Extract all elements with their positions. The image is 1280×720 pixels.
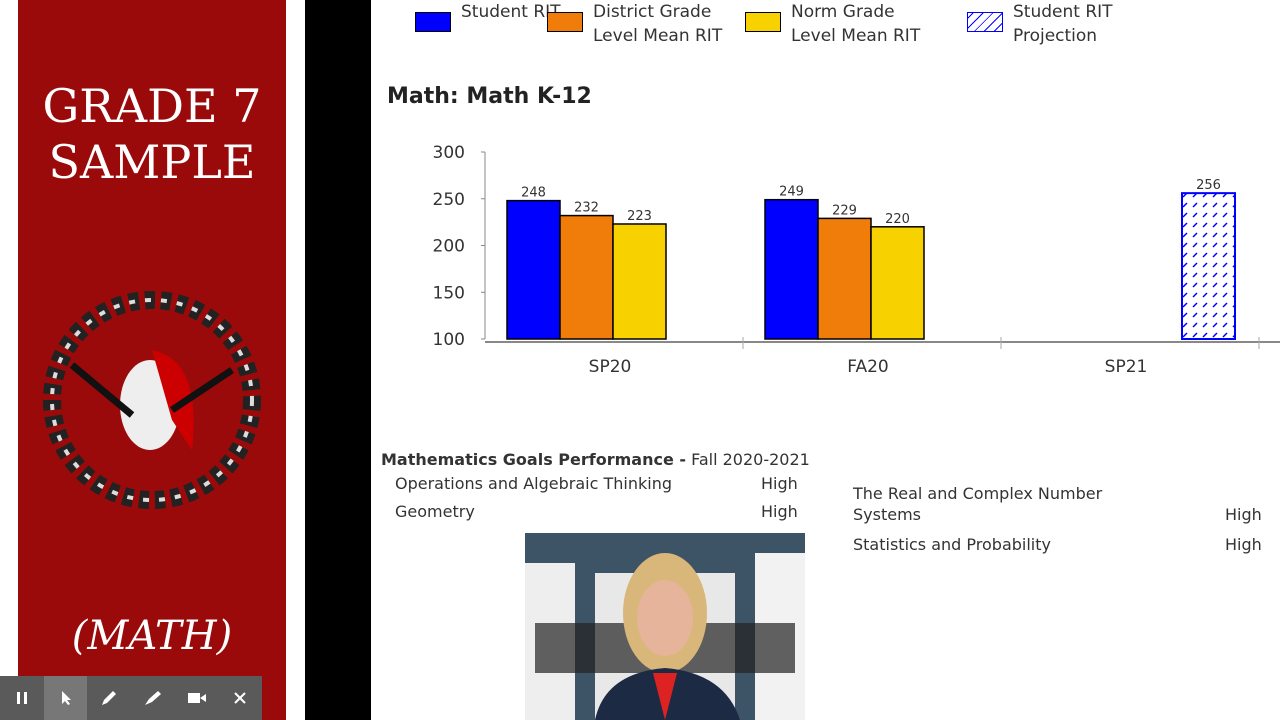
bar (506, 199, 561, 340)
pause-button[interactable] (0, 676, 44, 720)
goals-title-rest: Fall 2020-2021 (691, 450, 810, 469)
y-tick-label: 300 (433, 143, 465, 163)
goal-level: High (761, 474, 798, 493)
goal-name: Statistics and Probability (853, 535, 1051, 554)
legend-label: Student RIT Projection (1013, 2, 1113, 46)
value-label: 232 (574, 201, 599, 216)
sidebar-subtitle: (MATH) (71, 613, 233, 659)
x-tick-label: SP21 (1105, 357, 1148, 377)
goals-title-bold: Mathematics Goals Performance - (381, 450, 687, 469)
y-tick-label: 250 (433, 190, 465, 210)
goals-title: Mathematics Goals Performance - Fall 202… (381, 450, 810, 469)
sidebar-title: GRADE 7 (42, 79, 262, 133)
goal-level: High (761, 502, 798, 521)
webcam-scene (525, 553, 805, 720)
value-label: 256 (1196, 178, 1221, 193)
legend-label: Student RIT (461, 2, 561, 22)
value-label: 220 (885, 212, 910, 227)
logo (43, 291, 261, 509)
goal-level: High (1225, 505, 1262, 524)
legend-item: Student RIT (415, 0, 565, 32)
value-label: 249 (779, 185, 804, 200)
legend-item: District Grade Level Mean RIT (547, 0, 747, 48)
value-label: 248 (521, 186, 546, 201)
legend-item: Student RIT Projection (967, 0, 1177, 48)
goal-level: High (1225, 535, 1262, 554)
divider (305, 0, 371, 720)
chart: Math: Math K-12 100 150 200 250 300 SP20 248 23… (387, 84, 1280, 377)
y-tick-label: 200 (433, 237, 465, 257)
y-tick-label: 150 (433, 283, 465, 303)
bar (870, 226, 925, 340)
bar (612, 223, 667, 340)
y-tick-label: 100 (433, 330, 465, 350)
legend-swatch (547, 12, 583, 32)
legend-label: District Grade Level Mean RIT (593, 2, 723, 46)
value-label: 223 (627, 209, 652, 224)
pointer-button[interactable] (43, 676, 88, 720)
legend-label: Norm Grade Level Mean RIT (791, 2, 921, 46)
highlighter-button[interactable] (131, 676, 175, 720)
close-button[interactable] (218, 676, 262, 720)
legend-swatch (745, 12, 781, 32)
goal-name: Operations and Algebraic Thinking (395, 474, 672, 493)
sidebar-title: SAMPLE (48, 135, 256, 189)
bar (817, 217, 872, 340)
x-tick-label: SP20 (589, 357, 632, 377)
goal-name: Geometry (395, 502, 475, 521)
bar (764, 198, 819, 340)
x-tick-label: FA20 (847, 357, 888, 377)
chart-title: Math: Math K-12 (387, 84, 592, 109)
bar (559, 214, 614, 340)
webcam (525, 533, 805, 720)
report: Math: Math K-12 100 150 200 250 300 SP20 248 23… (371, 0, 1280, 720)
toolbar (0, 676, 262, 720)
bar (1181, 192, 1236, 340)
goal-name: The Real and Complex Number Systems (853, 484, 1103, 524)
value-label: 229 (832, 203, 857, 218)
camera-button[interactable] (175, 676, 219, 720)
pen-button[interactable] (87, 676, 131, 720)
sidebar: GRADE 7 SAMPLE (MATH) (18, 0, 286, 720)
legend-item: Norm Grade Level Mean RIT (745, 0, 945, 48)
legend-swatch (415, 12, 451, 32)
legend-swatch (967, 12, 1003, 32)
